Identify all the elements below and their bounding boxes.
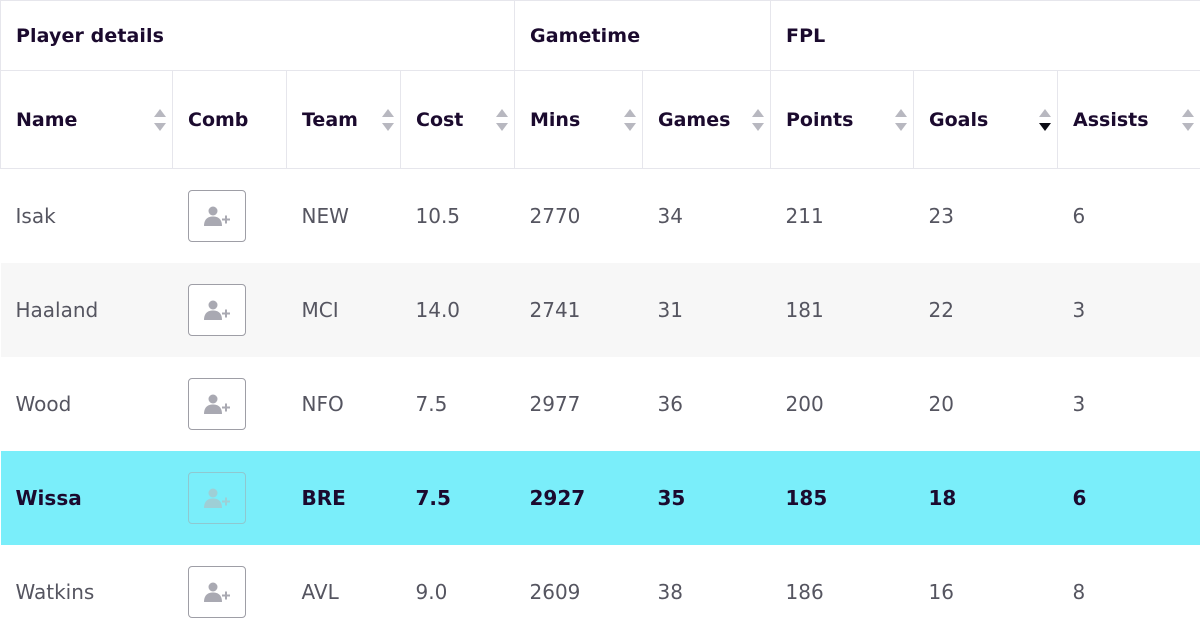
add-to-comparison-button[interactable] <box>187 471 246 524</box>
table-row: Isak NEW 10.5 2770 34 211 23 6 <box>1 169 1200 263</box>
header-group-fpl: FPL <box>770 0 1200 71</box>
table-row: Watkins AVL 9.0 2609 38 186 16 8 <box>1 545 1200 639</box>
header-group-player-details: Player details <box>0 0 515 71</box>
cell-goals: 23 <box>928 203 954 228</box>
table-body: Isak NEW 10.5 2770 34 211 23 6 Haaland MCI 14.0 274… <box>0 169 1200 639</box>
column-header-mins[interactable]: Mins <box>514 70 643 169</box>
add-user-icon <box>203 582 230 602</box>
add-to-comparison-button[interactable] <box>187 565 246 618</box>
cell-comb <box>173 357 287 451</box>
add-user-icon <box>203 206 230 226</box>
sort-arrows-icon[interactable] <box>752 108 764 131</box>
sort-arrows-icon[interactable] <box>1182 108 1194 131</box>
cell-name: Isak <box>15 203 56 228</box>
cell-team: BRE <box>286 450 401 545</box>
cell-points: 181 <box>770 262 914 357</box>
cell-comb <box>173 545 287 639</box>
sort-arrows-icon[interactable] <box>1039 108 1051 131</box>
cell-goals: 22 <box>913 262 1058 357</box>
column-header-games[interactable]: Games <box>642 70 771 169</box>
column-header-team[interactable]: Team <box>286 70 401 169</box>
column-header-assists[interactable]: Assists <box>1057 70 1200 169</box>
cell-points: 200 <box>785 391 824 416</box>
table-row: Haaland MCI 14.0 2741 31 181 22 3 <box>0 262 1200 357</box>
cell-team: NFO <box>301 391 344 416</box>
cell-comb <box>172 262 287 357</box>
cell-comb <box>173 169 287 263</box>
column-header-label: Team <box>302 108 358 131</box>
column-header-label: Games <box>658 108 731 131</box>
column-header-comb: Comb <box>172 70 287 169</box>
column-header-label: Name <box>16 108 78 131</box>
cell-mins: 2927 <box>514 450 643 545</box>
cell-games: 31 <box>642 262 771 357</box>
sort-arrows-icon[interactable] <box>624 108 636 131</box>
column-header-label: Points <box>786 108 854 131</box>
sort-arrows-icon[interactable] <box>154 108 166 131</box>
cell-name: Haaland <box>0 262 173 357</box>
cell-cost: 10.5 <box>415 203 461 228</box>
column-header-label: Mins <box>530 108 581 131</box>
table-row: Wissa BRE 7.5 2927 35 185 18 6 <box>0 450 1200 545</box>
cell-games: 36 <box>657 391 683 416</box>
column-header-label: Cost <box>416 108 464 131</box>
column-header-goals[interactable]: Goals <box>913 70 1058 169</box>
cell-team: AVL <box>301 579 339 604</box>
add-user-icon <box>203 300 230 320</box>
cell-name: Wood <box>15 391 72 416</box>
cell-team: MCI <box>286 262 401 357</box>
column-header-name[interactable]: Name <box>0 70 173 169</box>
cell-games: 35 <box>642 450 771 545</box>
add-user-icon <box>203 394 230 414</box>
column-header-label: Assists <box>1073 108 1149 131</box>
column-header-cost[interactable]: Cost <box>400 70 515 169</box>
cell-mins: 2770 <box>529 203 581 228</box>
add-to-comparison-button[interactable] <box>187 189 246 242</box>
cell-comb <box>172 450 287 545</box>
cell-name: Watkins <box>15 579 95 604</box>
cell-points: 186 <box>785 579 824 604</box>
cell-assists: 8 <box>1072 579 1086 604</box>
column-header-points[interactable]: Points <box>770 70 914 169</box>
cell-mins: 2977 <box>529 391 581 416</box>
cell-team: NEW <box>301 203 349 228</box>
cell-mins: 2609 <box>529 579 581 604</box>
header-group-row: Player details Gametime FPL <box>0 0 1200 71</box>
column-header-label: Comb <box>188 108 249 131</box>
cell-assists: 6 <box>1057 450 1200 545</box>
cell-assists: 3 <box>1057 262 1200 357</box>
cell-cost: 14.0 <box>400 262 515 357</box>
cell-games: 34 <box>657 203 683 228</box>
add-to-comparison-button[interactable] <box>187 377 246 430</box>
cell-goals: 20 <box>928 391 954 416</box>
cell-cost: 7.5 <box>415 391 448 416</box>
sort-arrows-icon[interactable] <box>895 108 907 131</box>
cell-cost: 9.0 <box>415 579 448 604</box>
cell-games: 38 <box>657 579 683 604</box>
column-header-label: Goals <box>929 108 989 131</box>
add-user-icon <box>203 488 230 508</box>
add-to-comparison-button[interactable] <box>187 283 246 336</box>
cell-cost: 7.5 <box>400 450 515 545</box>
table-row: Wood NFO 7.5 2977 36 200 20 3 <box>1 357 1200 451</box>
cell-points: 211 <box>785 203 824 228</box>
sort-arrows-icon[interactable] <box>382 108 394 131</box>
cell-points: 185 <box>770 450 914 545</box>
header-group-gametime: Gametime <box>514 0 771 71</box>
cell-goals: 16 <box>928 579 954 604</box>
cell-goals: 18 <box>913 450 1058 545</box>
cell-name: Wissa <box>0 450 173 545</box>
header-column-row: Name Comb Team Cost Mins Games Points Goals Assi… <box>0 70 1200 169</box>
cell-assists: 3 <box>1072 391 1086 416</box>
sort-arrows-icon[interactable] <box>496 108 508 131</box>
cell-assists: 6 <box>1072 203 1086 228</box>
cell-mins: 2741 <box>514 262 643 357</box>
